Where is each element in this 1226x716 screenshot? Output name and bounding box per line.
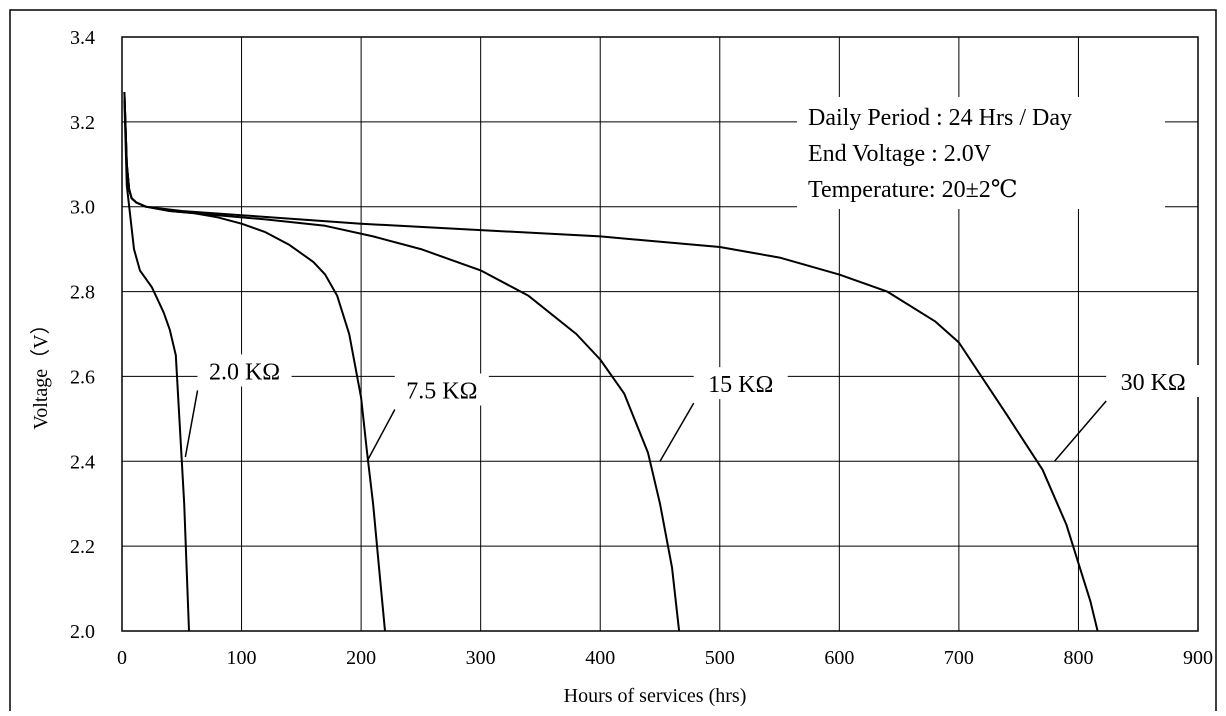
x-tick-label: 100 xyxy=(227,647,257,669)
label-background xyxy=(197,354,292,387)
annotation-background xyxy=(797,97,1165,209)
x-tick-label: 0 xyxy=(117,647,127,669)
figure-frame xyxy=(9,9,1217,716)
leader-line xyxy=(1053,400,1107,462)
y-tick-label: 2.0 xyxy=(70,621,95,643)
curve-label: 15 KΩ xyxy=(708,372,773,398)
curve-label: 2.0 KΩ xyxy=(209,359,280,385)
series-line xyxy=(123,92,1099,632)
y-tick-label: 2.6 xyxy=(70,366,95,388)
y-tick-label: 3.4 xyxy=(70,27,95,49)
leader-line xyxy=(184,390,199,458)
label-background xyxy=(1106,365,1201,398)
condition-annotation: Daily Period : 24 Hrs / Day End Voltage :… xyxy=(797,97,1165,209)
axis-titles: Hours of services (hrs) Voltage（V） xyxy=(29,314,746,707)
x-tick-label: 500 xyxy=(705,647,735,669)
annotation-line: End Voltage : 2.0V xyxy=(808,141,992,167)
y-tick-label: 2.8 xyxy=(70,282,95,304)
curve-label: 30 KΩ xyxy=(1121,370,1186,396)
leader-line xyxy=(659,402,695,462)
x-tick-label: 600 xyxy=(824,647,854,669)
x-tick-label: 300 xyxy=(466,647,496,669)
x-axis-title: Hours of services (hrs) xyxy=(564,685,747,707)
y-tick-label: 2.2 xyxy=(70,536,95,558)
curve-labels: 2.0 KΩ 7.5 KΩ 15 KΩ 30 KΩ xyxy=(184,354,1201,462)
y-axis-title: Voltage（V） xyxy=(29,314,52,429)
y-tick-label: 3.2 xyxy=(70,112,95,134)
tick-labels: 0 100 200 300 400 500 600 700 800 900 2.0 2.2 2.4 2.6… xyxy=(70,27,1213,669)
y-tick-label: 3.0 xyxy=(70,197,95,219)
series-line xyxy=(123,100,190,632)
x-tick-label: 900 xyxy=(1183,647,1213,669)
annotation-line: Daily Period : 24 Hrs / Day xyxy=(808,105,1072,131)
label-background xyxy=(693,367,788,400)
x-tick-label: 700 xyxy=(944,647,974,669)
plot-frame xyxy=(121,36,1199,632)
x-tick-label: 400 xyxy=(585,647,615,669)
leader-line xyxy=(366,409,396,462)
annotation-line: Temperature: 20±2℃ xyxy=(808,177,1018,203)
curve-label: 7.5 KΩ xyxy=(406,379,477,405)
y-tick-label: 2.4 xyxy=(70,451,95,473)
label-background xyxy=(394,373,489,406)
x-tick-label: 800 xyxy=(1063,647,1093,669)
x-tick-label: 200 xyxy=(346,647,376,669)
discharge-curves xyxy=(123,92,1099,632)
